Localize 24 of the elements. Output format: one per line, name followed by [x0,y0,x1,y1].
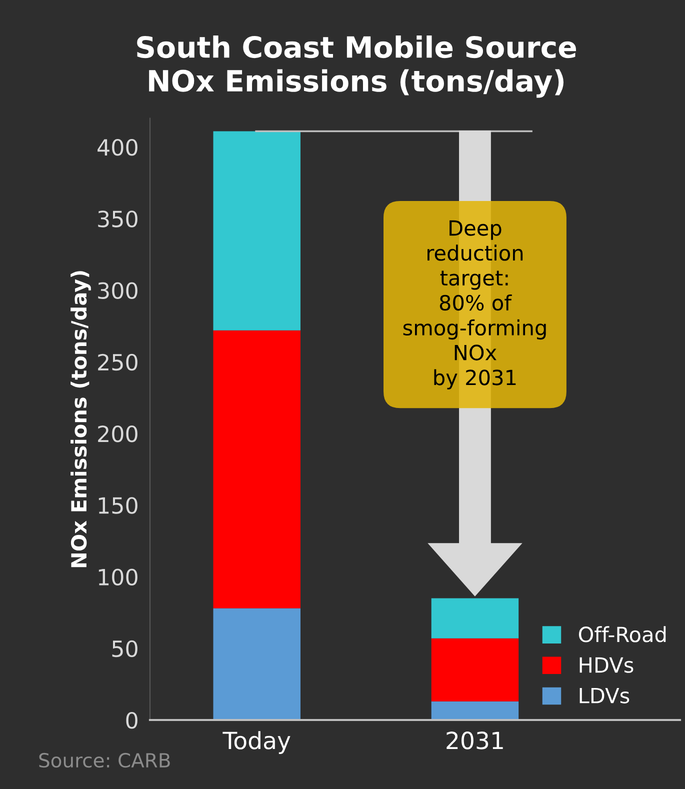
chart-title: South Coast Mobile Source NOx Emissions (tons/day) [137,36,576,98]
source-note: Source: CARB [39,752,170,768]
y-tick-label: 200 [98,425,138,442]
annotation: Deep reduction target: 80% of smog-forming NOx by 2031 [403,220,546,390]
y-tick-label: 250 [98,354,138,371]
legend-label: LDVs [580,688,630,704]
bar [213,131,300,330]
x-tick-label: 2031 [446,732,503,750]
bar [431,701,519,720]
y-tick-label: 150 [98,497,138,514]
y-tick-label: 300 [98,282,138,300]
y-tick-label: 0 [126,712,138,729]
bar [213,608,300,720]
y-tick-label: 350 [98,210,138,228]
bar [431,638,519,702]
y-tick-label: 50 [112,640,138,658]
bar [431,598,519,638]
y-tick-label: 100 [98,568,138,586]
y-axis-title: NOx Emissions (tons/day) [70,271,91,568]
bar [213,330,300,608]
y-tick-label: 400 [98,138,138,156]
legend-label: HDVs [580,657,634,673]
legend-label: Off-Road [578,626,666,642]
x-tick-label: Today [222,731,290,754]
